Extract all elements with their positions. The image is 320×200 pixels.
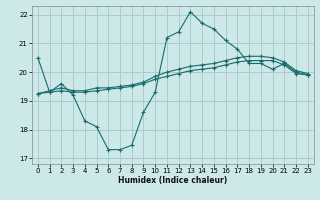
X-axis label: Humidex (Indice chaleur): Humidex (Indice chaleur) (118, 176, 228, 185)
